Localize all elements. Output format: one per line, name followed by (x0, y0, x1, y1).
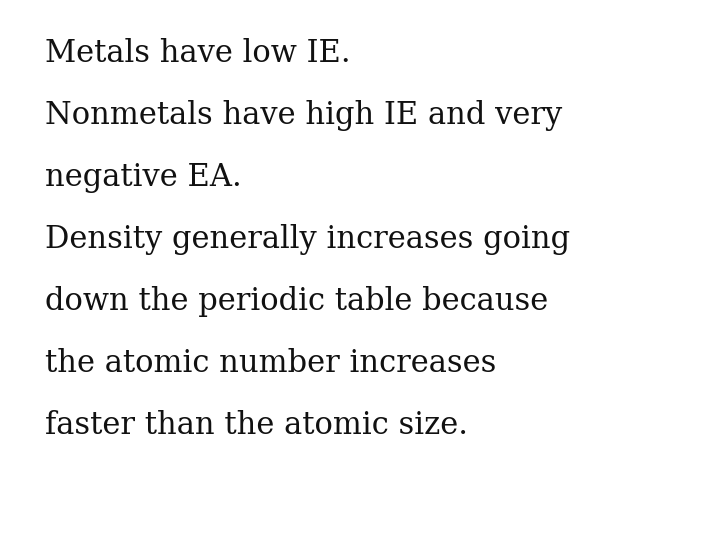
Text: down the periodic table because: down the periodic table because (45, 286, 548, 317)
Text: Nonmetals have high IE and very: Nonmetals have high IE and very (45, 100, 562, 131)
Text: negative EA.: negative EA. (45, 162, 242, 193)
Text: Metals have low IE.: Metals have low IE. (45, 38, 351, 69)
Text: faster than the atomic size.: faster than the atomic size. (45, 410, 468, 441)
Text: the atomic number increases: the atomic number increases (45, 348, 496, 379)
Text: Density generally increases going: Density generally increases going (45, 224, 570, 255)
